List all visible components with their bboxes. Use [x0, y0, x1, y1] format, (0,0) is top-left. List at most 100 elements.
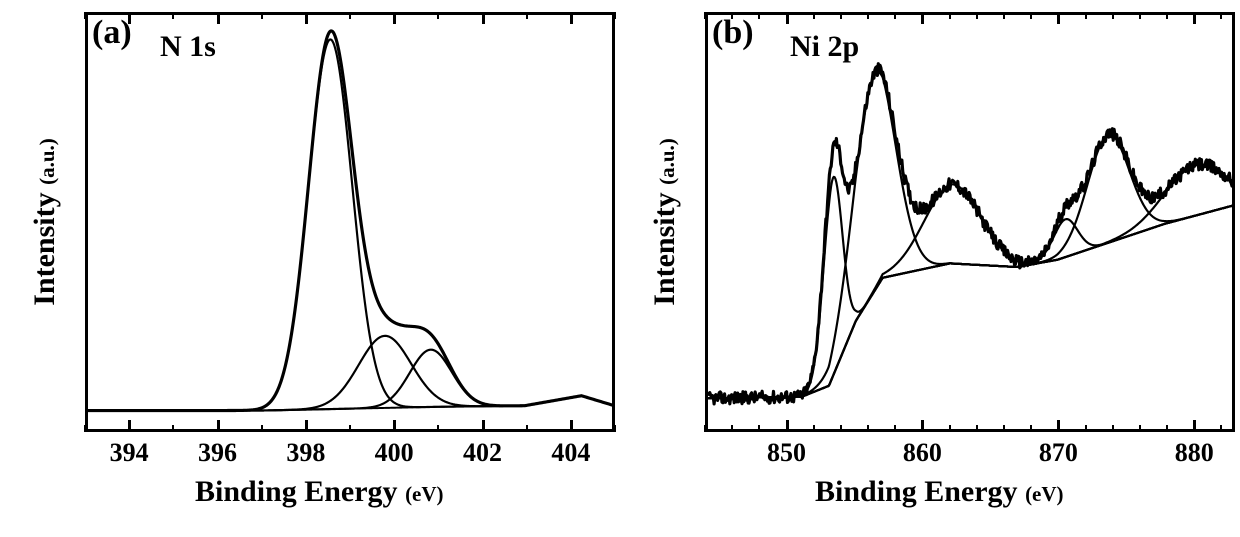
xtick-major [1057, 420, 1060, 432]
xtick-major [128, 420, 131, 432]
figure-container: (a) N 1s Intensity (a.u.) Binding Energy… [0, 0, 1240, 537]
xtick-minor [172, 425, 174, 432]
panel-letter-a: (a) [92, 14, 132, 52]
xtick-minor-top [1085, 12, 1087, 19]
xtick-major-top [786, 12, 789, 24]
xtick-minor [1139, 425, 1141, 432]
xtick-label: 398 [286, 438, 325, 468]
xtick-label: 880 [1175, 438, 1214, 468]
panel-b: (b) Ni 2p Intensity (a.u.) Binding Energ… [620, 0, 1240, 537]
xtick-minor [437, 425, 439, 432]
panel-letter-b: (b) [712, 14, 754, 52]
component-peak-peak2 [88, 336, 612, 411]
xtick-minor-top [437, 12, 439, 19]
xtick-label: 860 [903, 438, 942, 468]
component-peak-Ni2_2p1 [708, 134, 1232, 398]
xtick-major [393, 420, 396, 432]
xtick-minor [840, 425, 842, 432]
xtick-major [305, 420, 308, 432]
x-axis-label-text-b: Binding Energy [815, 475, 1018, 508]
xtick-minor [949, 425, 951, 432]
y-axis-label-text-a: Intensity [28, 192, 61, 305]
xtick-minor [1112, 425, 1114, 432]
xtick-major [921, 420, 924, 432]
xtick-label: 394 [110, 438, 149, 468]
xtick-minor [758, 425, 760, 432]
xtick-major-top [128, 12, 131, 24]
xtick-minor [1030, 425, 1032, 432]
plot-frame-b [705, 12, 1235, 432]
xtick-minor [976, 425, 978, 432]
xtick-minor-top [731, 12, 733, 19]
xtick-minor-top [172, 12, 174, 19]
xtick-minor [614, 425, 616, 432]
xtick-minor-top [526, 12, 528, 19]
xtick-major [217, 420, 220, 432]
xtick-minor [1003, 425, 1005, 432]
xtick-label: 402 [463, 438, 502, 468]
xtick-minor-top [976, 12, 978, 19]
component-peak-Ni2_2p3 [708, 72, 1232, 398]
xtick-label: 850 [767, 438, 806, 468]
xtick-minor [261, 425, 263, 432]
spectrum-label-b: Ni 2p [790, 30, 859, 64]
xtick-minor-top [349, 12, 351, 19]
xtick-minor-top [1220, 12, 1222, 19]
component-peak-Ni0_2p3 [708, 177, 1232, 399]
envelope-curve [88, 31, 612, 411]
xtick-minor [731, 425, 733, 432]
xtick-minor-top [894, 12, 896, 19]
xtick-minor-top [1139, 12, 1141, 19]
xtick-minor [1220, 425, 1222, 432]
xtick-minor [1085, 425, 1087, 432]
xtick-major-top [393, 12, 396, 24]
y-axis-label-a: Intensity (a.u.) [28, 122, 62, 322]
component-peak-peak1 [88, 40, 612, 411]
xtick-minor [813, 425, 815, 432]
baseline-curve [708, 206, 1232, 399]
xtick-minor-top [758, 12, 760, 19]
chart-svg-b [708, 15, 1232, 429]
xtick-major-top [1057, 12, 1060, 24]
xtick-minor-top [813, 12, 815, 19]
y-axis-label-unit-b: (a.u.) [655, 138, 679, 185]
xtick-label: 870 [1039, 438, 1078, 468]
xtick-major [570, 420, 573, 432]
xtick-major [786, 420, 789, 432]
plot-frame-a [85, 12, 615, 432]
xtick-minor-top [704, 12, 706, 19]
x-axis-label-unit-a: (eV) [405, 482, 443, 506]
xtick-minor [1166, 425, 1168, 432]
component-peak-Ni0_2p1 [708, 206, 1232, 399]
x-axis-label-text-a: Binding Energy [195, 475, 398, 508]
xtick-minor [84, 425, 86, 432]
xtick-minor-top [1112, 12, 1114, 19]
spectrum-label-a: N 1s [160, 30, 216, 64]
xtick-label: 404 [551, 438, 590, 468]
chart-svg-a [88, 15, 612, 429]
xtick-minor-top [614, 12, 616, 19]
xtick-minor [704, 425, 706, 432]
xtick-minor [526, 425, 528, 432]
xtick-major-top [482, 12, 485, 24]
xtick-minor-top [1166, 12, 1168, 19]
x-axis-label-b: Binding Energy (eV) [815, 475, 1064, 509]
xtick-minor-top [1030, 12, 1032, 19]
xtick-major [482, 420, 485, 432]
xtick-major [1193, 420, 1196, 432]
envelope-curve [708, 64, 1232, 404]
y-axis-label-b: Intensity (a.u.) [648, 122, 682, 322]
xtick-minor-top [261, 12, 263, 19]
xtick-major-top [921, 12, 924, 24]
xtick-minor-top [840, 12, 842, 19]
xtick-minor [349, 425, 351, 432]
xtick-major-top [570, 12, 573, 24]
xtick-major-top [217, 12, 220, 24]
xtick-minor-top [84, 12, 86, 19]
xtick-label: 396 [198, 438, 237, 468]
x-axis-label-unit-b: (eV) [1025, 482, 1063, 506]
y-axis-label-unit-a: (a.u.) [35, 138, 59, 185]
xtick-minor-top [1003, 12, 1005, 19]
y-axis-label-text-b: Intensity [648, 192, 681, 305]
xtick-minor [867, 425, 869, 432]
